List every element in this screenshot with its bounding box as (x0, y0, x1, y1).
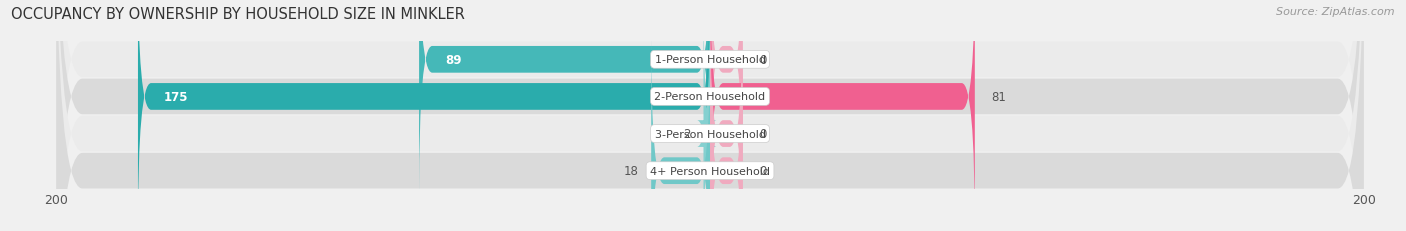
FancyBboxPatch shape (710, 0, 974, 231)
FancyBboxPatch shape (697, 0, 717, 231)
Text: 3-Person Household: 3-Person Household (655, 129, 765, 139)
FancyBboxPatch shape (56, 0, 1364, 231)
Text: 0: 0 (759, 164, 766, 177)
Text: OCCUPANCY BY OWNERSHIP BY HOUSEHOLD SIZE IN MINKLER: OCCUPANCY BY OWNERSHIP BY HOUSEHOLD SIZE… (11, 7, 465, 22)
FancyBboxPatch shape (710, 36, 742, 231)
Text: 4+ Person Household: 4+ Person Household (650, 166, 770, 176)
Text: Source: ZipAtlas.com: Source: ZipAtlas.com (1277, 7, 1395, 17)
Text: 0: 0 (759, 128, 766, 140)
FancyBboxPatch shape (710, 0, 742, 231)
FancyBboxPatch shape (138, 0, 710, 231)
Text: 1-Person Household: 1-Person Household (655, 55, 765, 65)
Text: 18: 18 (623, 164, 638, 177)
FancyBboxPatch shape (710, 0, 742, 195)
Text: 2-Person Household: 2-Person Household (654, 92, 766, 102)
FancyBboxPatch shape (56, 0, 1364, 231)
FancyBboxPatch shape (56, 0, 1364, 231)
Text: 175: 175 (165, 91, 188, 103)
Text: 0: 0 (759, 54, 766, 67)
FancyBboxPatch shape (56, 0, 1364, 231)
FancyBboxPatch shape (419, 0, 710, 195)
Text: 81: 81 (991, 91, 1007, 103)
Text: 2: 2 (683, 128, 690, 140)
Text: 89: 89 (446, 54, 461, 67)
FancyBboxPatch shape (651, 36, 710, 231)
